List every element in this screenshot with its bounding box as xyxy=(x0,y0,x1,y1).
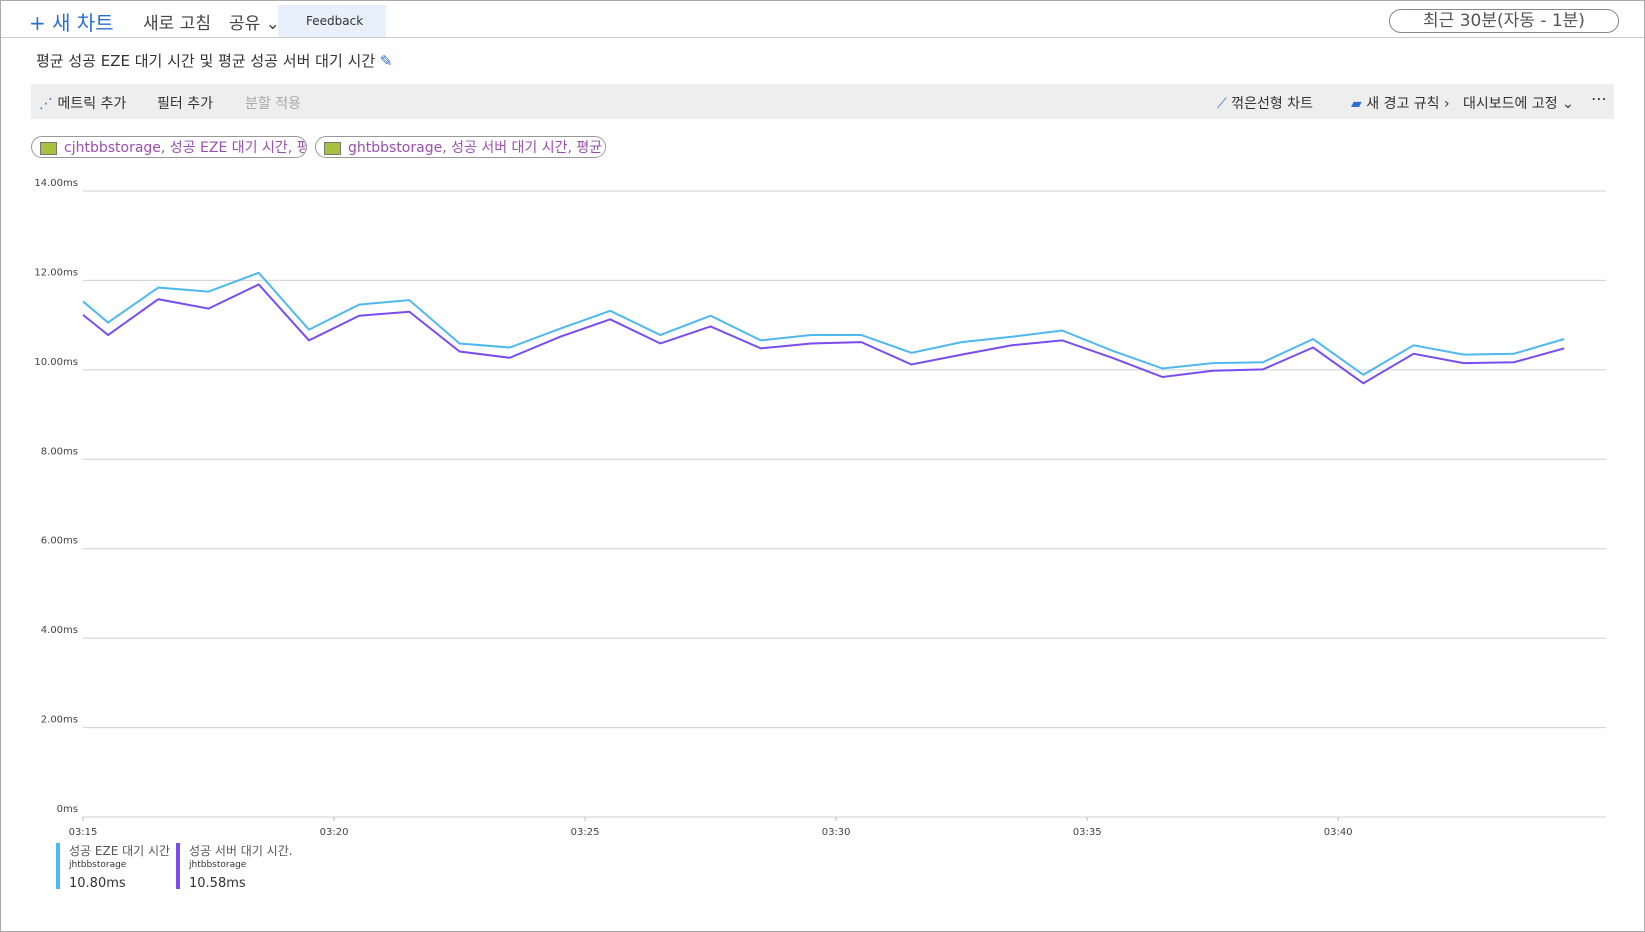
pin-dashboard[interactable]: 대시보드에 고정 ⌄ xyxy=(1463,96,1574,112)
series-line xyxy=(82,271,1565,376)
metric-chip[interactable]: ghtbbstorage, 성공 서버 대기 시간, 평균 xyxy=(315,136,606,158)
x-tick-label: 03:20 xyxy=(320,827,349,838)
y-tick-label: 6.00ms xyxy=(41,536,78,547)
chart-title: 평균 성공 EZE 대기 시간 및 평균 성공 서버 대기 시간 ✎ xyxy=(36,50,392,71)
legend-value: 10.80ms xyxy=(69,876,126,891)
y-tick-label: 8.00ms xyxy=(41,446,78,457)
new-chart-label: 새 차트 xyxy=(52,11,114,35)
new-alert-label: 새 경고 규칙 xyxy=(1366,96,1440,112)
chart-type[interactable]: ⟋ 꺾은선형 차트 xyxy=(1217,96,1313,112)
chart-title-text: 평균 성공 EZE 대기 시간 및 평균 성공 서버 대기 시간 xyxy=(36,52,376,70)
add-metric-label: 메트릭 추가 xyxy=(57,96,127,112)
legend-swatch xyxy=(56,843,60,889)
time-range-picker[interactable]: 최근 30분(자동 - 1분) xyxy=(1389,9,1619,33)
feedback-button[interactable]: Feedback xyxy=(278,5,386,37)
y-tick-label: 10.00ms xyxy=(34,357,78,368)
series-line xyxy=(82,283,1565,385)
new-chart-button[interactable]: + 새 차트 xyxy=(29,11,114,35)
chart-toolbar: ⋰ 메트릭 추가 필터 추가 분할 적용 ⟋ 꺾은선형 차트 ▰ 새 경고 규칙… xyxy=(31,84,1614,119)
legend-resource: jhtbbstorage xyxy=(188,860,247,870)
share-label: 공유 xyxy=(229,14,261,34)
x-tick-label: 03:40 xyxy=(1324,827,1353,838)
add-metric[interactable]: ⋰ 메트릭 추가 xyxy=(39,96,127,112)
y-tick-label: 2.00ms xyxy=(41,715,78,726)
x-tick-label: 03:15 xyxy=(69,827,98,838)
new-alert[interactable]: ▰ 새 경고 규칙 › xyxy=(1351,96,1450,112)
add-filter[interactable]: 필터 추가 xyxy=(157,96,213,112)
x-tick-label: 03:25 xyxy=(571,827,600,838)
legend-swatch xyxy=(176,843,180,889)
chart-type-label: 꺾은선형 차트 xyxy=(1231,96,1313,112)
legend-name: 성공 서버 대기 시간. xyxy=(189,844,293,858)
legend-name: 성공 EZE 대기 시간 xyxy=(69,844,170,858)
share-button[interactable]: 공유 ⌄ xyxy=(229,14,280,34)
x-tick-label: 03:35 xyxy=(1073,827,1102,838)
refresh-button[interactable]: 새로 고침 xyxy=(143,14,211,34)
divider xyxy=(1,37,1644,38)
y-tick-label: 14.00ms xyxy=(34,178,78,189)
y-tick-label: 4.00ms xyxy=(41,625,78,636)
y-tick-label: 12.00ms xyxy=(34,267,78,278)
feedback-label: Feedback xyxy=(306,14,364,28)
metric-chip[interactable]: cjhtbbstorage, 성공 EZE 대기 시간, 평균 xyxy=(31,136,307,158)
more-button[interactable]: ⋯ xyxy=(1591,89,1607,108)
legend-resource: jhtbbstorage xyxy=(68,860,127,870)
x-tick-label: 03:30 xyxy=(822,827,851,838)
pin-label: 대시보드에 고정 xyxy=(1463,96,1558,112)
legend-value: 10.58ms xyxy=(189,876,246,891)
edit-icon[interactable]: ✎ xyxy=(379,52,393,70)
apply-splitting[interactable]: 분할 적용 xyxy=(245,96,301,112)
y-tick-label: 0ms xyxy=(57,804,78,815)
